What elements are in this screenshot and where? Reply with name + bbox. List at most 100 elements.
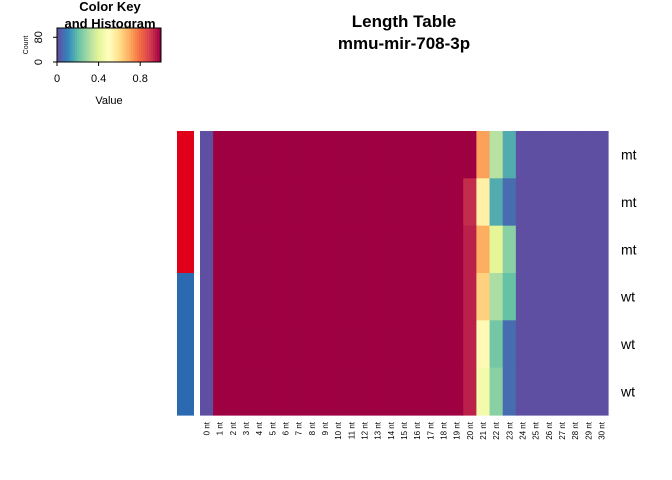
heatmap-cell — [239, 131, 254, 179]
heatmap-cell — [318, 178, 333, 227]
column-label: 22 nt — [492, 421, 501, 440]
heatmap-cell — [252, 178, 267, 227]
color-key-swatch — [81, 28, 84, 62]
color-key-swatch — [119, 28, 122, 62]
heatmap-cell — [410, 320, 425, 369]
heatmap-cell — [344, 225, 359, 274]
heatmap-cell — [265, 273, 280, 321]
heatmap-cell — [226, 320, 241, 369]
column-label: 6 nt — [282, 421, 291, 435]
color-key-swatch — [83, 28, 86, 62]
heatmap-cell — [278, 367, 293, 416]
heatmap-cell — [436, 225, 451, 274]
row-side-color — [177, 367, 194, 416]
heatmap-cell — [529, 178, 543, 227]
column-label: 7 nt — [295, 421, 304, 435]
heatmap-cell — [226, 131, 241, 179]
heatmap-cell — [371, 273, 385, 321]
heatmap-cell — [555, 273, 570, 321]
heatmap-cell — [555, 131, 570, 179]
heatmap-cell — [515, 367, 530, 416]
heatmap-cell — [515, 225, 530, 274]
heatmap-cell — [292, 320, 306, 369]
heatmap-cell — [331, 273, 346, 321]
heatmap-cell — [213, 273, 227, 321]
heatmap-cell — [436, 178, 451, 227]
heatmap-cell — [384, 273, 399, 321]
column-label: 2 nt — [229, 421, 238, 435]
column-label: 23 nt — [505, 421, 514, 440]
color-key-swatch — [63, 28, 66, 62]
heatmap-cell — [292, 273, 306, 321]
heatmap-cell — [450, 320, 464, 369]
color-key-swatch — [103, 28, 106, 62]
heatmap-cell — [213, 320, 227, 369]
column-label: 30 nt — [597, 421, 606, 440]
heatmap-cell — [239, 320, 254, 369]
heatmap-cell — [331, 131, 346, 179]
color-key-swatch — [139, 28, 142, 62]
heatmap-cell — [594, 320, 609, 369]
heatmap-cell — [252, 367, 267, 416]
color-key-swatch — [137, 28, 140, 62]
heatmap-cell — [476, 178, 491, 227]
color-key-swatch — [125, 28, 128, 62]
heatmap-cell — [594, 178, 609, 227]
heatmap-cell — [581, 273, 596, 321]
heatmap-cell — [305, 178, 320, 227]
heatmap-cell — [489, 320, 504, 369]
heatmap-cell — [410, 273, 425, 321]
color-key-y-tick-label: 80 — [33, 31, 45, 43]
heatmap-cell — [476, 225, 491, 274]
heatmap-cell — [502, 320, 517, 369]
heatmap-cell — [436, 273, 451, 321]
heatmap-cell — [529, 367, 543, 416]
heatmap-cell — [555, 178, 570, 227]
heatmap-cell — [594, 273, 609, 321]
color-key-xlabel: Value — [95, 95, 122, 107]
color-key-x-tick-label: 0.8 — [133, 73, 148, 85]
heatmap-cell — [476, 367, 491, 416]
column-label: 0 nt — [203, 421, 212, 435]
heatmap-cell — [331, 367, 346, 416]
column-label: 13 nt — [374, 421, 383, 440]
heatmap-cell — [200, 178, 214, 227]
heatmap-cell — [423, 320, 438, 369]
heatmap-cell — [384, 367, 399, 416]
heatmap-cell — [239, 178, 254, 227]
heatmap-cell — [594, 225, 609, 274]
color-key-swatch — [145, 28, 148, 62]
heatmap-cell — [450, 367, 464, 416]
heatmap-cell — [318, 131, 333, 179]
heatmap-cell — [331, 225, 346, 274]
heatmap-cell — [200, 320, 214, 369]
column-label: 8 nt — [308, 421, 317, 435]
color-key-swatch — [113, 28, 116, 62]
heatmap-cell — [252, 273, 267, 321]
heatmap-cell — [397, 320, 412, 369]
heatmap-cell — [436, 367, 451, 416]
heatmap-cell — [331, 178, 346, 227]
heatmap-cell — [542, 367, 556, 416]
column-label: 26 nt — [545, 421, 554, 440]
color-key-swatch — [157, 28, 160, 62]
column-label: 3 nt — [242, 421, 251, 435]
column-label: 10 nt — [334, 421, 343, 440]
color-key-swatch — [89, 28, 92, 62]
color-key-swatch — [117, 28, 120, 62]
heatmap-cell — [278, 273, 293, 321]
color-key-swatch — [101, 28, 104, 62]
heatmap-cell — [265, 131, 280, 179]
heatmap-cell — [476, 273, 491, 321]
heatmap-cell — [397, 367, 412, 416]
heatmap-cell — [371, 131, 385, 179]
heatmap-cell — [450, 225, 464, 274]
heatmap-cell — [502, 367, 517, 416]
heatmap-cell — [318, 320, 333, 369]
heatmap-cell — [357, 225, 372, 274]
heatmap-cell — [252, 320, 267, 369]
heatmap-cell — [357, 367, 372, 416]
heatmap-cell — [265, 178, 280, 227]
heatmap-cell — [226, 367, 241, 416]
heatmap-cell — [200, 131, 214, 179]
